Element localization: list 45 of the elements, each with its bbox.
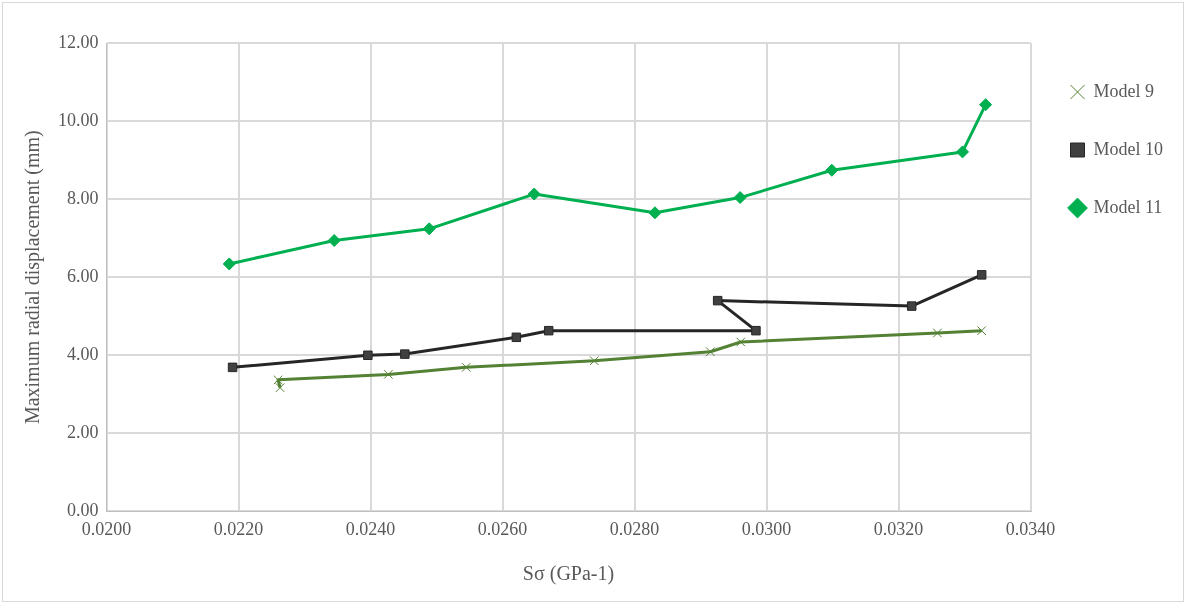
x-tick-label: 0.0240	[345, 518, 396, 539]
point	[705, 347, 716, 357]
point	[733, 191, 747, 205]
x-tick-label: 0.0300	[741, 518, 792, 539]
x-tick-label: 0.0280	[609, 518, 660, 539]
point	[422, 222, 436, 236]
point	[222, 257, 236, 271]
x-tick-label: 0.0220	[213, 518, 264, 539]
point	[327, 234, 341, 248]
point	[511, 332, 522, 343]
y-tick-label: 4.00	[67, 344, 99, 364]
legend-label: Model 10	[1093, 138, 1163, 159]
y-tick-label: 6.00	[67, 265, 99, 286]
point	[979, 98, 993, 112]
x-axis-title: Sσ (GPa-1)	[522, 562, 615, 586]
y-tick-label: 10.00	[58, 109, 99, 130]
point	[976, 325, 987, 336]
point	[751, 325, 761, 336]
point	[956, 145, 970, 159]
point	[589, 355, 599, 366]
point	[906, 301, 917, 311]
point	[932, 328, 943, 338]
y-tick-label: 8.00	[67, 187, 99, 208]
point	[461, 362, 471, 373]
legend-label: Model 11	[1093, 196, 1163, 217]
x-tick-label: 0.0200	[81, 518, 132, 539]
x-tick-label: 0.0320	[873, 518, 924, 539]
y-axis-title: Maximum radial displacement (mm)	[21, 130, 45, 425]
point	[543, 325, 554, 336]
y-tick-label: 2.00	[67, 422, 99, 443]
point	[825, 163, 839, 177]
y-tick-label: 0.00	[67, 500, 99, 521]
point	[383, 369, 394, 380]
point	[227, 362, 238, 373]
x-tick-label: 0.0340	[1005, 518, 1056, 539]
point	[712, 295, 723, 306]
point	[527, 187, 541, 201]
point	[976, 270, 987, 280]
point	[648, 206, 662, 220]
point	[736, 337, 746, 347]
legend-label: Model 9	[1093, 80, 1154, 101]
y-tick-label: 12.00	[58, 31, 99, 52]
point	[400, 349, 410, 359]
x-tick-label: 0.0260	[477, 518, 528, 539]
point	[363, 350, 373, 361]
